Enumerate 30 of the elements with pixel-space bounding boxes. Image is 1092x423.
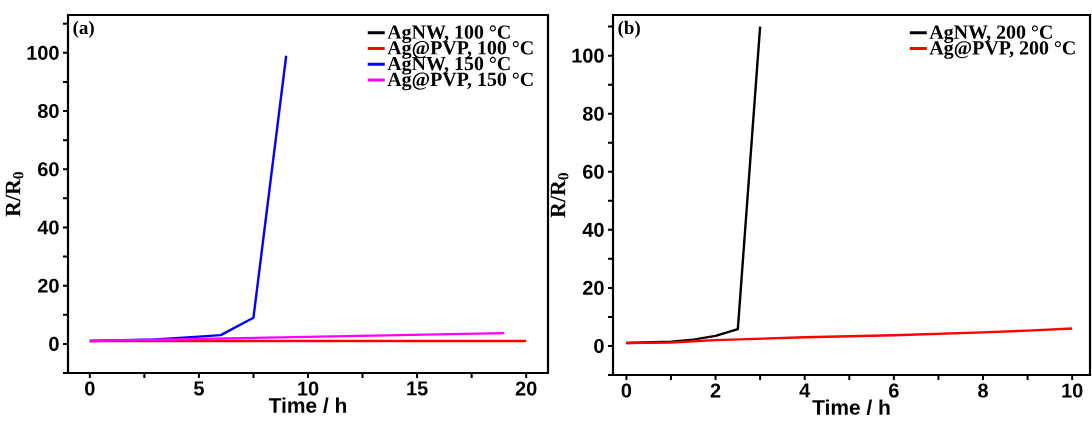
y-tick-label: 40 [582,222,604,237]
y-tick-label: 40 [37,220,59,235]
x-tick-label: 20 [515,381,537,396]
x-tick-label: 8 [978,383,988,398]
x-tick-label: 0 [85,381,95,396]
annotation: (a) [73,20,94,38]
y-tick-label: 60 [583,164,604,179]
x-tick-label: 10 [1062,383,1083,398]
y-tick-label: 60 [38,162,59,177]
y-axis-title: R/R$_{0}$ [550,173,569,218]
x-tick-label: 2 [710,383,721,398]
x-axis-title: Time / h [268,397,347,414]
x-tick-label: 6 [889,383,899,398]
y-tick-label: 0 [49,336,59,351]
x-tick-label: 5 [193,381,204,396]
y-tick-label: 80 [582,106,604,121]
x-axis-title: Time / h [812,399,890,416]
line-series [625,327,1074,345]
x-tick-label: 10 [298,381,319,396]
x-tick-label: 4 [799,383,811,398]
y-tick-label: 20 [38,278,59,293]
y-tick-label: 0 [594,338,604,354]
y-tick-label: 100 [27,45,59,60]
x-tick-label: 0 [621,383,632,398]
y-axis-title: R/R$_{0}$ [5,172,24,217]
x-tick-label: 15 [407,381,428,396]
y-tick-label: 100 [572,48,604,63]
y-tick-label: 20 [583,280,604,295]
annotation: (b) [618,20,640,38]
y-tick-label: 80 [37,104,59,119]
